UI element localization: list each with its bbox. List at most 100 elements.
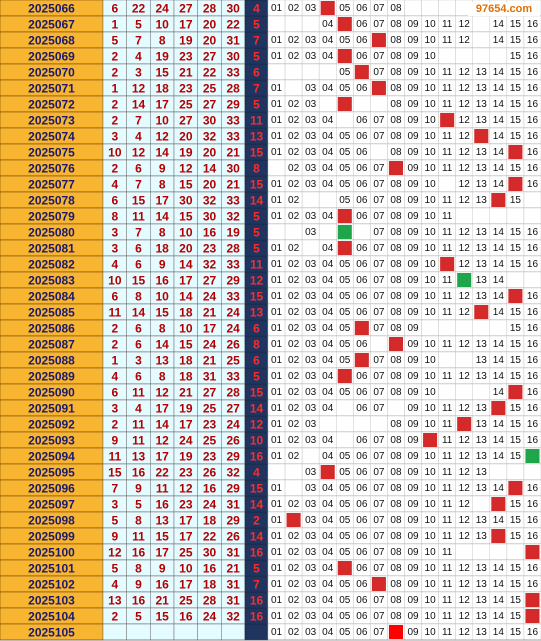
red-number: 5	[135, 610, 142, 624]
red-number: 11	[132, 210, 145, 224]
trend-cell	[336, 431, 354, 449]
trend-number: 11	[442, 163, 453, 174]
trend-number: 11	[442, 227, 453, 238]
trend-cell	[472, 15, 491, 33]
trend-number: 01	[271, 307, 283, 318]
trend-cell	[301, 63, 320, 81]
red-number: 19	[226, 226, 240, 240]
trend-number: 06	[356, 131, 368, 142]
trend-number: 07	[373, 515, 385, 526]
blue-number: 15	[250, 146, 264, 160]
trend-cell	[336, 399, 354, 417]
trend-number: 10	[425, 531, 437, 542]
red-number: 15	[179, 210, 193, 224]
trend-cell	[506, 271, 525, 289]
red-number: 25	[226, 354, 240, 368]
blue-number: 7	[253, 34, 260, 48]
trend-number: 08	[390, 611, 402, 622]
trend-number: 13	[476, 515, 488, 526]
red-number: 18	[179, 370, 193, 384]
red-number: 11	[132, 530, 145, 544]
trend-number: 07	[373, 195, 385, 206]
trend-number: 01	[271, 611, 283, 622]
issue: 2025093	[28, 434, 75, 448]
trend-number: 15	[510, 227, 522, 238]
trend-cell	[489, 319, 508, 337]
trend-number: 16	[527, 67, 539, 78]
trend-number: 02	[288, 435, 300, 446]
trend-number: 10	[425, 259, 437, 270]
trend-number: 01	[271, 3, 283, 14]
trend-number: 09	[407, 51, 419, 62]
red-number: 21	[155, 594, 169, 608]
red-number: 21	[226, 562, 240, 576]
trend-number: 07	[373, 51, 385, 62]
red-number: 29	[226, 274, 240, 288]
trend-cell	[472, 47, 491, 65]
trend-cell	[472, 543, 491, 561]
trend-number: 08	[390, 323, 402, 334]
trend-number: 15	[510, 83, 522, 94]
trend-number: 09	[407, 387, 419, 398]
red-number: 23	[179, 466, 193, 480]
trend-number: 14	[493, 419, 505, 430]
trend-number: 12	[459, 243, 471, 254]
blue-number: 14	[250, 498, 264, 512]
trend-number: 09	[407, 339, 419, 350]
trend-number: 09	[407, 355, 419, 366]
trend-number: 07	[373, 451, 385, 462]
red-number: 3	[111, 226, 118, 240]
issue: 2025085	[28, 306, 75, 320]
red-number: 13	[132, 450, 146, 464]
trend-number: 16	[527, 179, 539, 190]
trend-cell	[421, 0, 439, 17]
trend-number: 16	[527, 563, 539, 574]
hit-box	[337, 49, 352, 63]
blue-number: 15	[250, 290, 264, 304]
trend-number: 01	[271, 355, 283, 366]
trend-number: 03	[305, 563, 317, 574]
red-number: 23	[203, 418, 217, 432]
trend-number: 10	[425, 195, 437, 206]
red-number: 17	[155, 194, 169, 208]
red-number: 25	[179, 546, 193, 560]
trend-number: 06	[356, 275, 368, 286]
trend-number: 05	[339, 483, 351, 494]
trend-number: 07	[373, 387, 385, 398]
red-number: 4	[135, 402, 142, 416]
red-number: 9	[159, 162, 166, 176]
blue-number: 8	[253, 162, 260, 176]
trend-number: 06	[356, 483, 368, 494]
trend-number: 06	[356, 403, 368, 414]
trend-number: 01	[271, 179, 283, 190]
trend-number: 01	[271, 83, 283, 94]
red-number: 15	[155, 306, 169, 320]
red-number: 4	[135, 50, 142, 64]
blue-number: 5	[253, 226, 260, 240]
red-number: 14	[155, 418, 169, 432]
trend-number: 16	[527, 419, 539, 430]
red-number: 19	[155, 50, 169, 64]
trend-number: 06	[356, 19, 368, 30]
hit-box	[371, 33, 386, 47]
trend-number: 08	[390, 51, 402, 62]
trend-number: 02	[288, 51, 300, 62]
blue-number: 4	[253, 466, 260, 480]
trend-number: 15	[510, 243, 522, 254]
trend-number: 06	[356, 627, 368, 638]
red-number: 16	[203, 226, 217, 240]
red-number: 21	[179, 66, 193, 80]
trend-number: 08	[390, 595, 402, 606]
red-number: 5	[111, 34, 118, 48]
hit-box	[337, 225, 352, 239]
trend-number: 16	[527, 307, 539, 318]
trend-number: 02	[288, 339, 300, 350]
trend-cell	[267, 463, 286, 481]
trend-number: 10	[425, 19, 437, 30]
red-number: 20	[203, 18, 217, 32]
trend-number: 10	[425, 595, 437, 606]
trend-number: 01	[271, 35, 283, 46]
trend-number: 13	[476, 531, 488, 542]
red-number: 8	[135, 290, 142, 304]
